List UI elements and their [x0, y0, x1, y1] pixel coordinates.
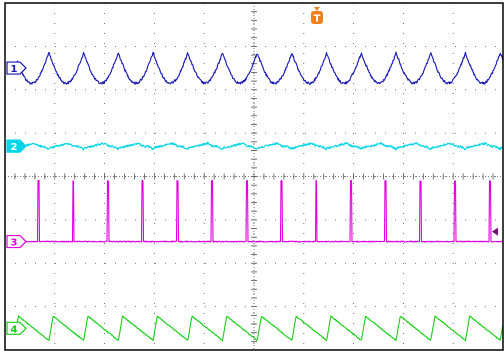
channel-marker-label: 2 — [11, 142, 18, 153]
channel-marker-label: 1 — [11, 64, 18, 75]
channel-marker-label: 3 — [11, 238, 18, 249]
channel-marker-label: 4 — [11, 324, 18, 335]
trigger-label: T — [314, 14, 321, 25]
